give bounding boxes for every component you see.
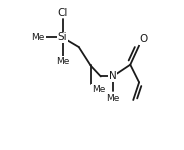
Text: Me: Me — [31, 33, 45, 42]
Text: O: O — [140, 34, 148, 44]
Text: Me: Me — [56, 57, 69, 66]
Text: Me: Me — [92, 85, 105, 94]
Text: N: N — [109, 71, 116, 81]
Text: Me: Me — [106, 94, 119, 103]
Text: Cl: Cl — [57, 8, 68, 18]
Text: Si: Si — [58, 32, 67, 42]
